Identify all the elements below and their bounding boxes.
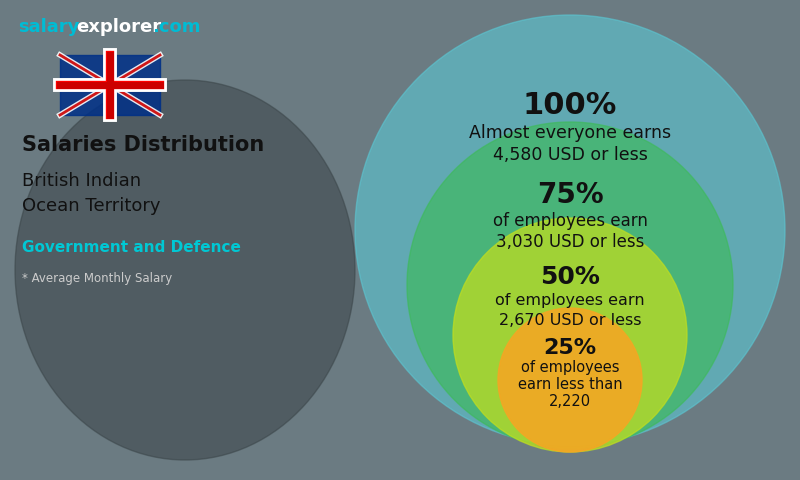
Ellipse shape bbox=[453, 218, 687, 452]
Text: of employees: of employees bbox=[521, 360, 619, 375]
Ellipse shape bbox=[355, 15, 785, 445]
Text: of employees earn: of employees earn bbox=[493, 212, 647, 230]
Text: salary: salary bbox=[18, 18, 79, 36]
Text: earn less than: earn less than bbox=[518, 377, 622, 392]
Ellipse shape bbox=[407, 122, 733, 448]
Text: 2,670 USD or less: 2,670 USD or less bbox=[498, 313, 642, 328]
Text: 25%: 25% bbox=[543, 337, 597, 358]
Text: 50%: 50% bbox=[540, 264, 600, 288]
Ellipse shape bbox=[498, 308, 642, 452]
Text: 3,030 USD or less: 3,030 USD or less bbox=[496, 233, 644, 252]
Text: of employees earn: of employees earn bbox=[495, 293, 645, 308]
Text: 2,220: 2,220 bbox=[549, 394, 591, 409]
Text: .com: .com bbox=[152, 18, 201, 36]
Text: 4,580 USD or less: 4,580 USD or less bbox=[493, 146, 647, 164]
Text: Government and Defence: Government and Defence bbox=[22, 240, 241, 255]
Ellipse shape bbox=[15, 80, 355, 460]
Bar bbox=[60, 55, 160, 115]
Text: explorer: explorer bbox=[76, 18, 161, 36]
Text: Almost everyone earns: Almost everyone earns bbox=[469, 124, 671, 142]
Text: Salaries Distribution: Salaries Distribution bbox=[22, 135, 264, 155]
Text: British Indian
Ocean Territory: British Indian Ocean Territory bbox=[22, 172, 161, 215]
Text: 75%: 75% bbox=[537, 181, 603, 209]
Text: 100%: 100% bbox=[523, 91, 617, 120]
Text: * Average Monthly Salary: * Average Monthly Salary bbox=[22, 272, 172, 285]
